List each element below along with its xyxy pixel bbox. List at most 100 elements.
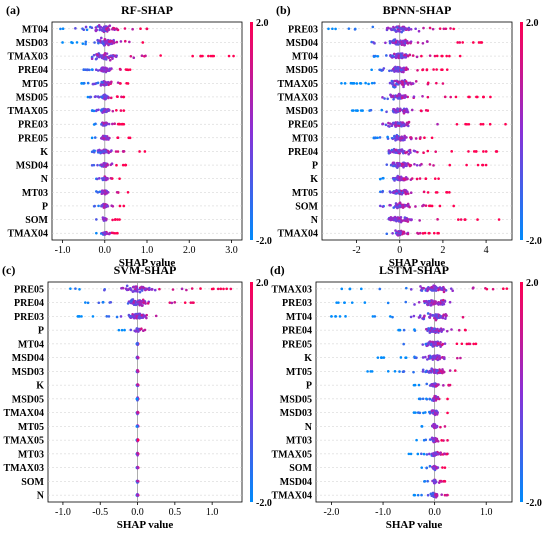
shap-point <box>350 301 354 304</box>
shap-point <box>392 52 396 56</box>
shap-point <box>128 314 131 318</box>
feature-label: MSD04 <box>12 353 44 364</box>
shap-point <box>125 81 128 85</box>
shap-point <box>391 83 394 86</box>
shap-point <box>428 26 432 30</box>
shap-point <box>392 177 395 181</box>
shap-point <box>104 95 108 99</box>
shap-point <box>100 123 103 126</box>
shap-point <box>121 163 125 167</box>
shap-point <box>391 41 395 44</box>
shap-point <box>115 190 119 194</box>
shap-point <box>386 135 389 139</box>
shap-point <box>90 68 94 71</box>
shap-point <box>418 314 422 317</box>
shap-point <box>141 41 145 44</box>
shap-point <box>119 68 122 71</box>
shap-point <box>191 301 194 304</box>
shap-point <box>100 163 104 167</box>
shap-point <box>381 205 385 208</box>
shap-point <box>444 317 447 320</box>
shap-point <box>91 315 95 318</box>
shap-point <box>404 192 408 196</box>
shap-point <box>406 232 410 236</box>
shap-point <box>416 41 420 44</box>
shap-point <box>398 124 401 127</box>
shap-point <box>430 409 434 412</box>
shap-point <box>402 123 405 127</box>
shap-point <box>412 95 416 99</box>
shap-point <box>460 342 464 346</box>
shap-point <box>434 286 438 290</box>
shap-point <box>376 54 380 58</box>
shap-point <box>355 82 359 85</box>
shap-point <box>105 315 109 318</box>
plot-frame <box>321 21 513 241</box>
shap-point <box>407 152 410 156</box>
shap-point <box>136 454 139 457</box>
shap-point <box>364 81 367 85</box>
shap-point <box>455 122 459 126</box>
shap-point <box>99 54 102 58</box>
shap-point <box>432 302 435 306</box>
shap-point <box>428 438 432 441</box>
shap-point <box>136 466 139 470</box>
shap-point <box>440 287 443 290</box>
shap-point <box>438 451 442 455</box>
shap-point <box>116 136 119 139</box>
shap-point <box>82 68 86 71</box>
shap-point <box>392 107 396 111</box>
shap-point <box>372 41 375 44</box>
shap-point <box>84 42 87 46</box>
shap-point <box>385 232 389 236</box>
shap-point <box>136 438 140 442</box>
feature-label: P <box>42 201 48 212</box>
shap-point <box>426 95 430 99</box>
shap-point <box>398 93 402 96</box>
shap-point <box>431 299 434 303</box>
shap-point <box>103 288 106 292</box>
shap-point <box>448 54 451 58</box>
shap-point <box>133 314 136 318</box>
shap-point <box>92 163 96 167</box>
shap-point <box>105 163 109 167</box>
shap-point <box>435 411 438 415</box>
shap-point <box>417 29 421 33</box>
feature-label: TMAX03 <box>7 52 48 63</box>
shap-point <box>432 343 435 347</box>
shap-point <box>111 40 114 43</box>
shap-point <box>61 41 64 44</box>
shap-point <box>433 371 436 374</box>
shap-point <box>402 68 405 72</box>
shap-point <box>107 56 111 60</box>
shap-point <box>401 39 405 43</box>
shap-point <box>414 137 418 140</box>
shap-point <box>441 316 445 320</box>
shap-point <box>369 108 373 112</box>
shap-point <box>430 136 434 140</box>
shap-point <box>420 54 423 58</box>
shap-point <box>440 493 444 496</box>
shap-point <box>434 318 438 322</box>
shap-point <box>379 356 383 359</box>
shap-point <box>145 316 148 320</box>
shap-point <box>138 315 141 318</box>
shap-point <box>413 303 416 306</box>
feature-label: PRE04 <box>18 65 48 76</box>
feature-label: PRE03 <box>282 298 312 309</box>
shap-point <box>392 98 395 101</box>
shap-point <box>131 312 134 316</box>
shap-point <box>116 150 120 153</box>
shap-point <box>430 436 434 440</box>
shap-point <box>457 218 460 221</box>
shap-point <box>461 41 465 44</box>
shap-point <box>107 108 111 111</box>
shap-point <box>103 110 106 113</box>
feature-label: MSD05 <box>280 394 312 405</box>
shap-point <box>190 287 194 290</box>
shap-point <box>443 342 447 345</box>
shap-point <box>441 371 444 375</box>
shap-point <box>95 231 98 235</box>
feature-label: MT05 <box>286 367 312 378</box>
shap-point <box>408 41 412 44</box>
